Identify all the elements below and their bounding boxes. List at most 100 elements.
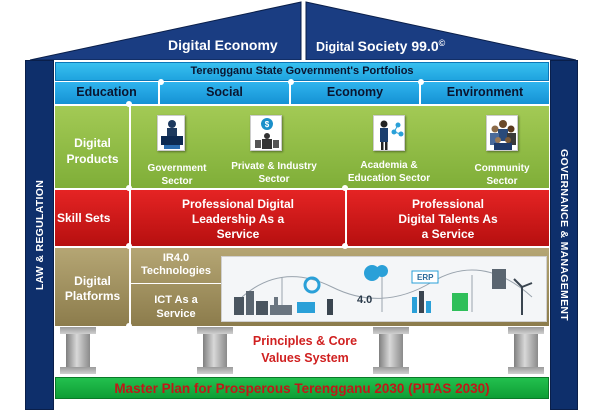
academia-icon: [373, 115, 405, 151]
digital-talents-line1: Professional: [411, 197, 485, 211]
divider: [131, 283, 221, 284]
gear-icon: [303, 276, 321, 294]
skill-sets-row: [55, 190, 549, 246]
roof-digital-society-main: Society 99.0: [357, 38, 439, 55]
community-sector-label: Community Sector: [460, 162, 544, 188]
erp-label: ERP: [417, 273, 434, 282]
community-sector-line1: Community: [474, 163, 530, 174]
chart-icon: [412, 297, 417, 313]
copyright-mark: ©: [438, 38, 446, 48]
erp-icon: [411, 270, 439, 284]
academia-sector-label: Academia & Education Sector: [334, 159, 444, 185]
digital-leadership-line3: Service: [216, 227, 260, 241]
city-skyline-icon: [234, 291, 268, 315]
robot-arm-icon: [327, 299, 333, 315]
digital-products-label-line2: Products: [66, 152, 119, 166]
roof: [29, 1, 577, 60]
divider: [129, 106, 131, 188]
digital-products-row: [55, 106, 549, 188]
roof-left-panel: [29, 1, 302, 60]
divider: [345, 190, 347, 246]
government-sector-label: Government Sector: [135, 162, 219, 188]
ir40-line2: Technologies: [140, 265, 212, 277]
pillar-cap: [197, 327, 233, 334]
principles-line2: Values System: [261, 351, 349, 365]
junction-dot: [342, 243, 348, 249]
master-plan-base: Master Plan for Prosperous Terengganu 20…: [55, 377, 549, 399]
portfolio-bar: Terengganu State Government's Portfolios: [55, 62, 549, 81]
pillar-cap: [373, 327, 409, 334]
academia-sector-line2: Education Sector: [347, 173, 431, 184]
digital-products-label: Digital Products: [55, 135, 130, 167]
roof-digital-society: Digital Society 99.0©: [316, 38, 445, 54]
laptop-icon: [297, 302, 315, 313]
junction-dot: [158, 79, 164, 85]
private-industry-sector-line2: Sector: [258, 174, 290, 185]
digital-talents-line2: Digital Talents As: [398, 212, 498, 226]
divider: [129, 248, 131, 326]
master-plan-title: Master Plan for Prosperous Terengganu 20…: [114, 381, 490, 396]
junction-dot: [126, 185, 132, 191]
divider: [129, 190, 131, 246]
tab-education: Education: [55, 82, 160, 104]
pillar-cap: [373, 367, 409, 374]
pillar-cap: [197, 367, 233, 374]
3d-printer-icon: [452, 293, 468, 311]
tab-environment: Environment: [421, 82, 549, 104]
junction-dot: [288, 79, 294, 85]
junction-dot: [126, 243, 132, 249]
private-industry-sector-label: Private & Industry Sector: [215, 160, 333, 186]
digital-platforms-label: Digital Platforms: [55, 274, 130, 304]
digital-talents-line3: a Service: [421, 227, 475, 241]
junction-dot: [126, 101, 132, 107]
digital-platforms-label-line2: Platforms: [64, 289, 121, 303]
cloud-icon: [364, 265, 380, 281]
digital-talents-service: Professional Digital Talents As a Servic…: [347, 197, 549, 242]
ir40-technologies: IR4.0 Technologies: [131, 252, 221, 278]
factory-icon: [270, 297, 292, 315]
roof-digital-society-prefix: Digital: [316, 40, 358, 55]
law-regulation-pillar: LAW & REGULATION: [25, 60, 54, 410]
pillar-cap: [508, 327, 544, 334]
tab-social: Social: [160, 82, 291, 104]
governance-management-label: GOVERNANCE & MANAGEMENT: [558, 149, 570, 321]
ict-as-a-service: ICT As a Service: [131, 293, 221, 321]
principles-foundation: [55, 326, 549, 376]
community-icon: [486, 115, 518, 151]
four-point-zero-icon: 4.0: [357, 294, 372, 306]
roof-right-panel: [305, 1, 577, 60]
ict-line2: Service: [156, 308, 196, 320]
pillar-column: [66, 334, 90, 368]
pillar-cap: [60, 367, 96, 374]
digital-leadership-line2: Leadership As a: [191, 212, 285, 226]
digital-platforms-label-line1: Digital: [74, 274, 111, 288]
pillar-cap: [508, 367, 544, 374]
svg-text:$: $: [265, 120, 270, 129]
pillar-column: [514, 334, 538, 368]
digital-leadership-line1: Professional Digital: [181, 197, 295, 211]
digital-products-label-line1: Digital: [74, 136, 111, 150]
pillar-column: [203, 334, 227, 368]
junction-dot: [418, 79, 424, 85]
principles-line1: Principles & Core: [252, 334, 358, 348]
principles-core-values: Principles & Core Values System: [235, 333, 375, 367]
academia-sector-line1: Academia &: [360, 160, 418, 171]
digital-leadership-service: Professional Digital Leadership As a Ser…: [131, 197, 345, 242]
ict-line1: ICT As a: [154, 294, 198, 306]
governance-management-pillar: GOVERNANCE & MANAGEMENT: [550, 60, 578, 410]
government-sector-line1: Government: [147, 163, 207, 174]
skill-sets-label: Skill Sets: [57, 211, 111, 225]
ir40-line1: IR4.0: [162, 252, 190, 264]
pillar-column: [379, 334, 403, 368]
government-icon: [157, 115, 185, 151]
private-industry-icon: $: [250, 115, 282, 151]
pillar-cap: [60, 327, 96, 334]
government-sector-line2: Sector: [161, 176, 193, 187]
technology-illustration: 4.0 ERP: [221, 256, 547, 322]
junction-dot: [342, 185, 348, 191]
wind-turbine-icon: [513, 278, 533, 315]
private-industry-sector-line1: Private & Industry: [231, 161, 317, 172]
roof-digital-economy: Digital Economy: [168, 37, 278, 53]
server-icon: [492, 269, 506, 289]
community-sector-line2: Sector: [486, 176, 518, 187]
